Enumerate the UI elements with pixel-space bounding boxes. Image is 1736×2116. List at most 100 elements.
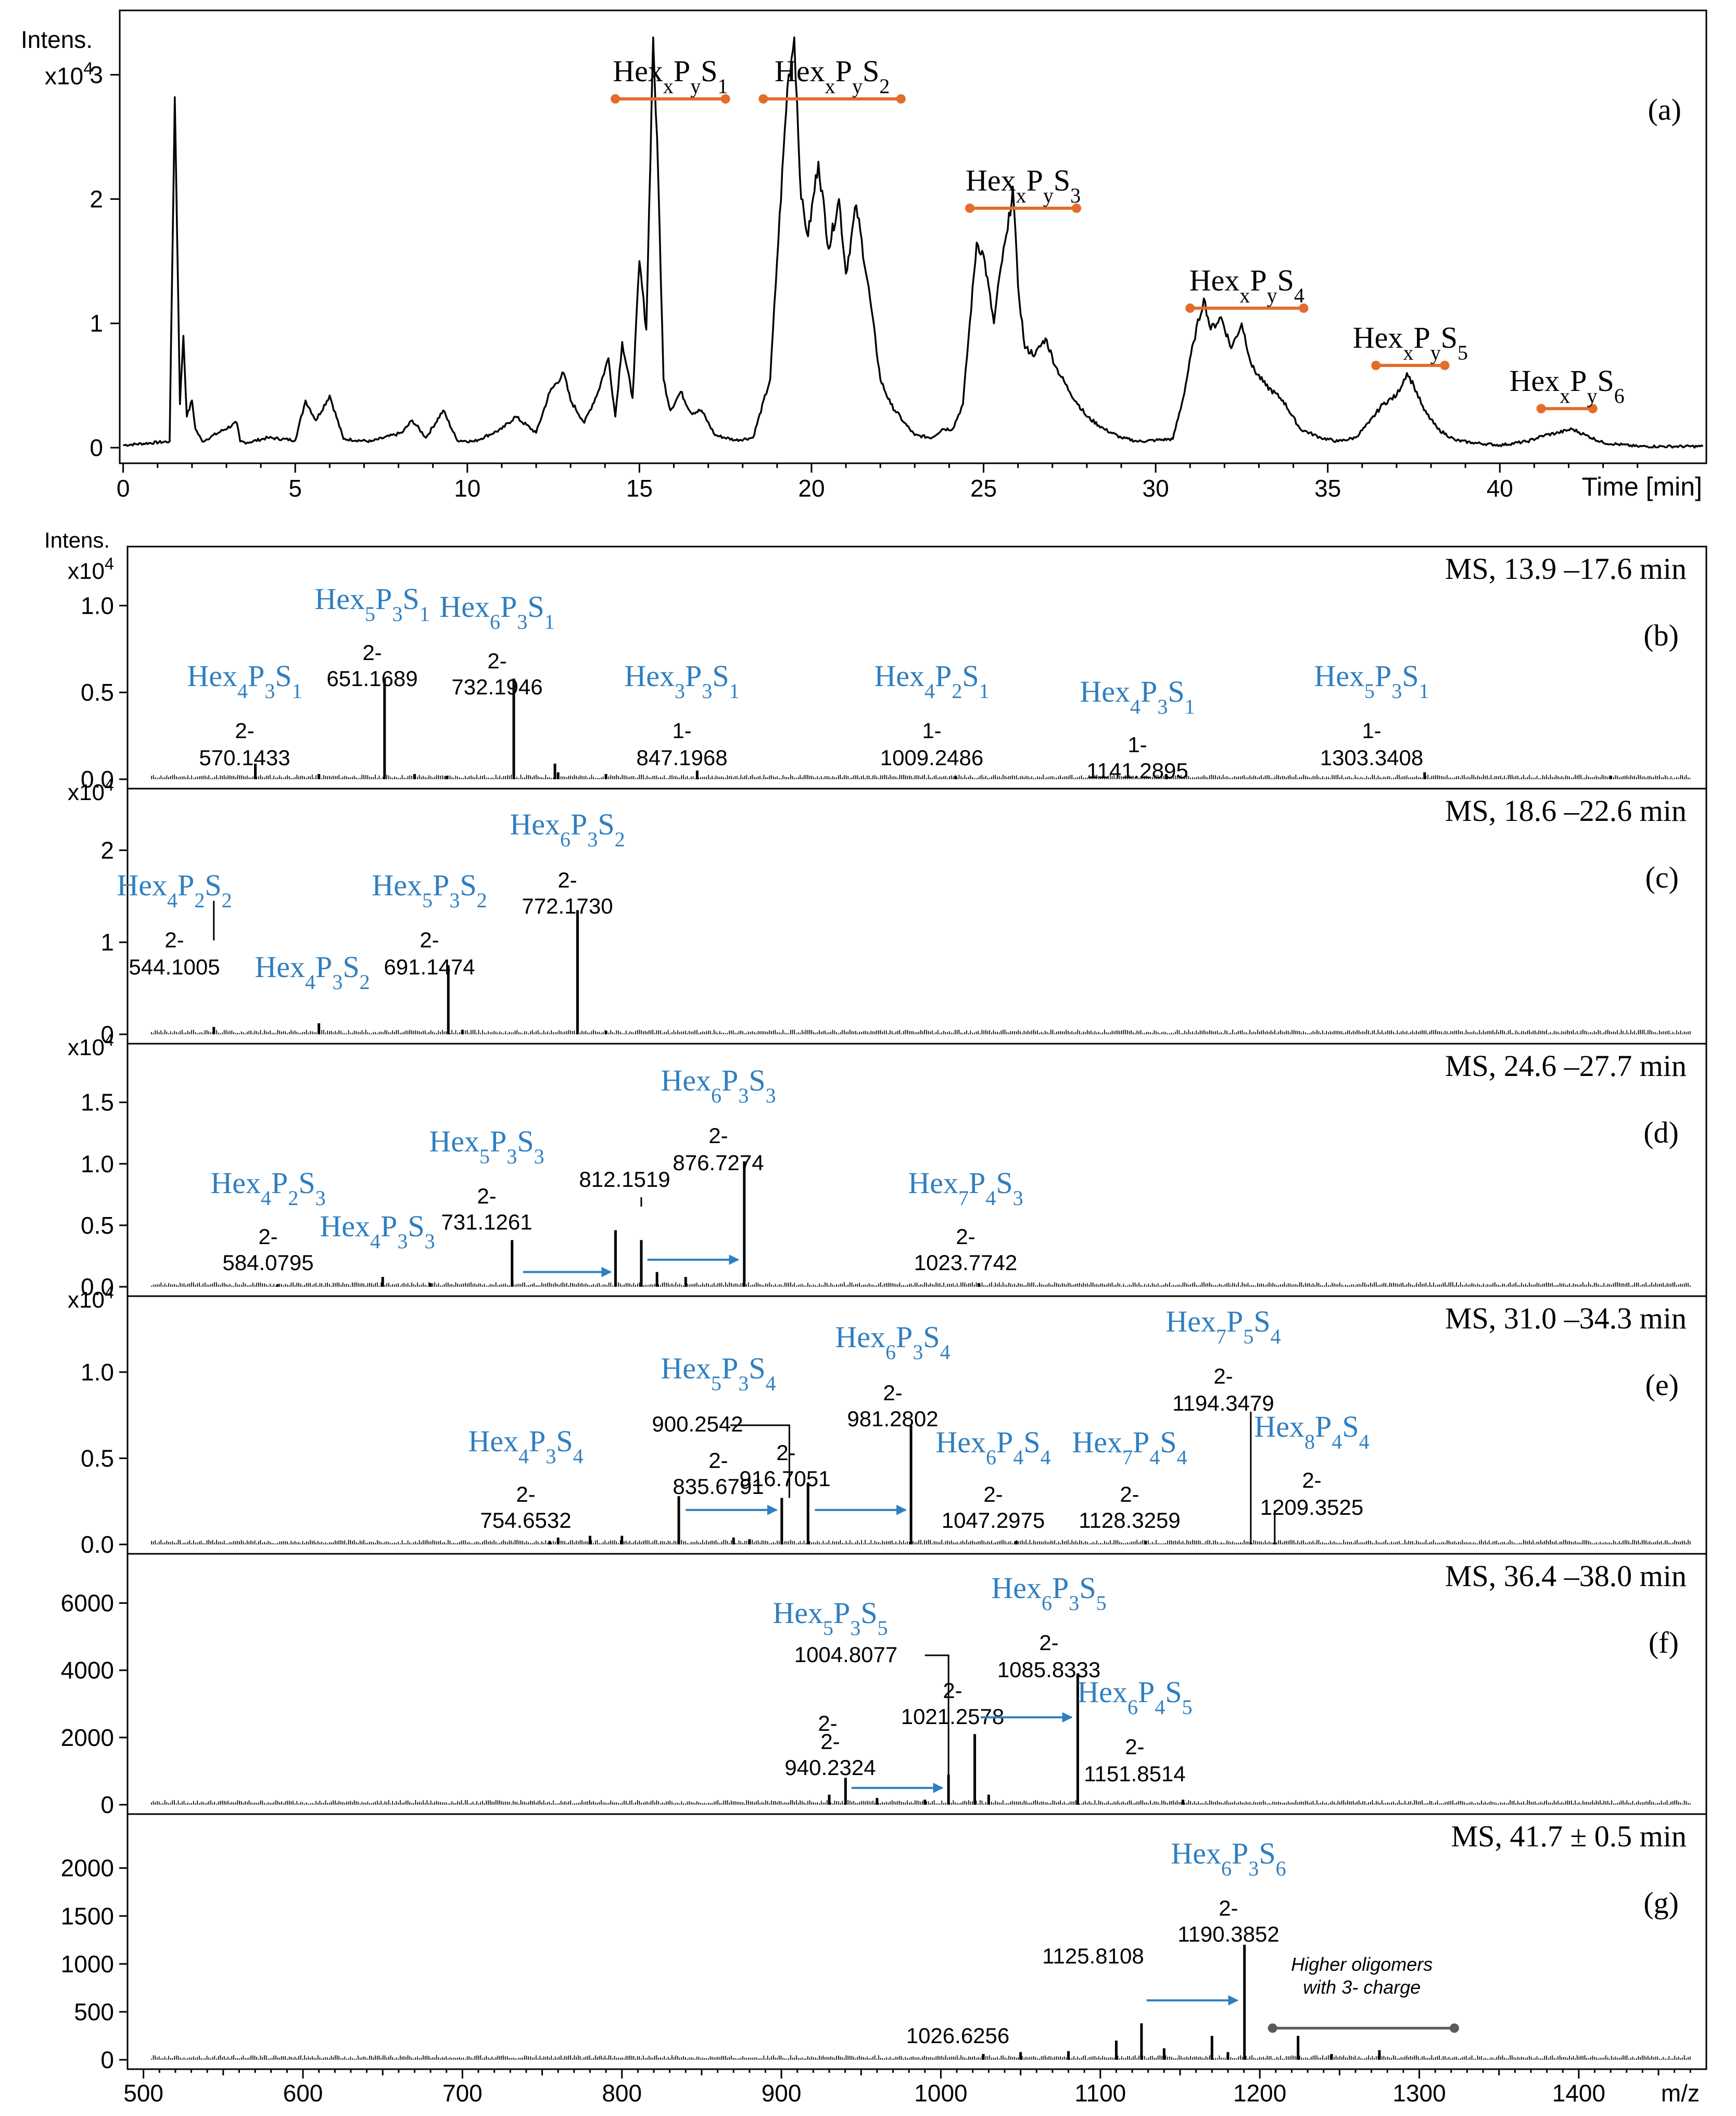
ms-formula-label: Hex3P3S1 <box>624 659 739 703</box>
chromatogram-y-tick-label: 3 <box>90 61 103 88</box>
chromatogram-y-tick-label: 1 <box>90 310 103 337</box>
ms-mz-label: 1151.8514 <box>1084 1762 1185 1786</box>
ms-leader-line <box>730 1424 790 1498</box>
group-range-start <box>611 94 620 104</box>
ms-charge-label: 2- <box>883 1380 902 1405</box>
ms-mz-label: 981.2802 <box>847 1407 938 1431</box>
ms-charge-label: 2- <box>1125 1734 1144 1759</box>
ms-mz-label: 835.6791 <box>673 1474 764 1499</box>
group-label: HexxPyS3 <box>966 163 1081 207</box>
group-range-start <box>965 204 975 213</box>
ms-noise <box>151 1282 1691 1287</box>
ms-mz-label: 732.1946 <box>451 675 542 699</box>
ms-mz-label: 1026.6256 <box>906 2023 1010 2048</box>
ms-mz-label: 1194.3479 <box>1172 1391 1274 1415</box>
ms-y-tick-label: 1.0 <box>81 592 114 619</box>
ms-panel-title: MS, 18.6 –22.6 min <box>1445 794 1687 828</box>
ms-charge-label: 1- <box>1127 732 1147 757</box>
ms-formula-label: Hex6P3S3 <box>661 1063 776 1107</box>
chromatogram-y-tick-label: 0 <box>90 434 103 461</box>
chromatogram-x-tick-label: 10 <box>454 475 480 502</box>
ms-y-tick-label: 6000 <box>61 1590 114 1617</box>
ms-panel-f: 0 2000 4000 6000 MS, 36.4 –38.0 min (f) Hex5P3… <box>61 1553 1707 1818</box>
ms-y-tick-label: 1 <box>100 929 114 956</box>
ms-formula-label: Hex7P4S4 <box>1072 1425 1187 1469</box>
ms-y-tick-label: 0.0 <box>81 1531 114 1558</box>
oligomer-range-end <box>1449 2023 1459 2033</box>
panel-label-a: (a) <box>1648 93 1681 126</box>
ms-y-tick-label: 0.0 <box>81 766 114 793</box>
ms-noise <box>151 1540 1691 1544</box>
ms-formula-label: Hex4P2S1 <box>874 659 989 703</box>
group-range-start <box>1185 303 1195 313</box>
ms-formula-label: Hex7P5S4 <box>1165 1304 1281 1348</box>
ms-charge-label: 2- <box>164 928 184 952</box>
ms-mz-label: 584.0795 <box>222 1250 313 1275</box>
group-label: HexxPyS4 <box>1189 263 1304 307</box>
ms-mz-label: 772.1730 <box>522 894 613 918</box>
ms-panel-label: (f) <box>1649 1626 1679 1659</box>
group-range-end <box>896 94 906 104</box>
ms-panel-label: (c) <box>1645 860 1679 894</box>
ms-mz-label: 812.1519 <box>579 1167 670 1192</box>
ms-scale-label: x104 <box>68 776 114 805</box>
ms-mz-label: 1190.3852 <box>1177 1922 1279 1946</box>
ms-charge-label: 2- <box>983 1482 1003 1506</box>
ms-x-label: m/z <box>1661 2080 1700 2107</box>
chromatogram-panel: Intens. x104 0 1 2 3 0 5 10 15 20 25 30 35 40 HexxP… <box>21 9 1707 502</box>
group-annotation: HexxPyS4 <box>1185 263 1309 313</box>
ms-mz-label: 1023.7742 <box>914 1250 1018 1275</box>
ms-mz-label: 1047.2975 <box>942 1508 1045 1532</box>
ms-panel-label: (d) <box>1643 1116 1679 1149</box>
chromatogram-x-axis: 0 5 10 15 20 25 30 35 40 <box>117 463 1639 502</box>
group-label: HexxPyS1 <box>613 54 728 98</box>
ms-charge-label: 2- <box>776 1440 795 1465</box>
oligomer-note-line2: with 3- charge <box>1303 1976 1421 1998</box>
group-range-start <box>1536 404 1546 413</box>
ms-panel-title: MS, 41.7 ± 0.5 min <box>1451 1819 1687 1853</box>
ms-charge-label: 2- <box>943 1678 962 1703</box>
ms-x-tick-label: 1200 <box>1233 2080 1286 2107</box>
ms-charge-label: 1- <box>922 718 941 743</box>
ms-mz-label: 1004.8077 <box>794 1642 898 1667</box>
ms-formula-label: Hex4P2S3 <box>210 1166 325 1210</box>
ms-x-tick-label: 1100 <box>1074 2080 1126 2107</box>
chromatogram-x-label: Time [min] <box>1582 472 1703 501</box>
ms-panel-label: (g) <box>1643 1886 1679 1920</box>
ms-formula-label: Hex6P3S5 <box>991 1571 1106 1615</box>
ms-scale-label: x104 <box>68 1283 114 1313</box>
chromatogram-trace <box>123 36 1704 449</box>
ms-panel-frame <box>126 1553 1707 1815</box>
ms-y-tick-label: 0 <box>100 1021 114 1048</box>
ms-charge-label: 1- <box>672 718 691 743</box>
ms-charge-label: 2- <box>818 1711 837 1735</box>
ms-charge-label: 2- <box>1219 1896 1238 1920</box>
oligomer-note-line1: Higher oligomers <box>1291 1954 1433 1975</box>
chromatogram-group-annotations: HexxPyS1 HexxPyS2 HexxPyS3 HexxPyS4 HexxPyS5… <box>611 54 1625 413</box>
chromatogram-trace-group <box>123 36 1704 449</box>
ms-panel-b: Intens.x104 0.0 0.5 1.0 MS, 13.9 –17.6 min (b… <box>44 528 1707 793</box>
ms-formula-label: Hex5P3S1 <box>314 582 429 626</box>
ms-charge-label: 2- <box>420 928 439 952</box>
chromatogram-y-axis: 0 1 2 3 <box>90 61 120 461</box>
chromatogram-x-tick-label: 40 <box>1487 475 1513 502</box>
group-annotation: HexxPyS5 <box>1353 321 1468 370</box>
ms-panel-d: x104 0.0 0.5 1.0 1.5 MS, 24.6 –27.7 min (d) Hex… <box>68 1031 1707 1300</box>
ms-noise <box>151 2055 1691 2060</box>
ms-intens-label: Intens. <box>44 528 110 552</box>
ms-mz-label: 940.2324 <box>784 1755 876 1780</box>
group-annotation: HexxPyS2 <box>758 54 906 104</box>
chromatogram-x-tick-label: 0 <box>117 475 130 502</box>
chromatogram-x-tick-label: 35 <box>1314 475 1341 502</box>
ms-charge-label: 2- <box>1302 1468 1321 1492</box>
ms-formula-label: Hex8P4S4 <box>1254 1410 1369 1453</box>
ms-scale-label: x104 <box>68 1031 114 1060</box>
group-range-end <box>720 94 730 104</box>
ms-formula-label: Hex4P3S1 <box>1080 675 1195 718</box>
ms-formula-label: Hex6P3S6 <box>1171 1836 1286 1880</box>
ms-mz-label: 1141.2895 <box>1086 758 1188 783</box>
ms-y-tick-label: 1500 <box>61 1903 114 1930</box>
ms-mz-label: 1009.2486 <box>880 745 984 770</box>
ms-x-tick-label: 1000 <box>914 2080 967 2107</box>
